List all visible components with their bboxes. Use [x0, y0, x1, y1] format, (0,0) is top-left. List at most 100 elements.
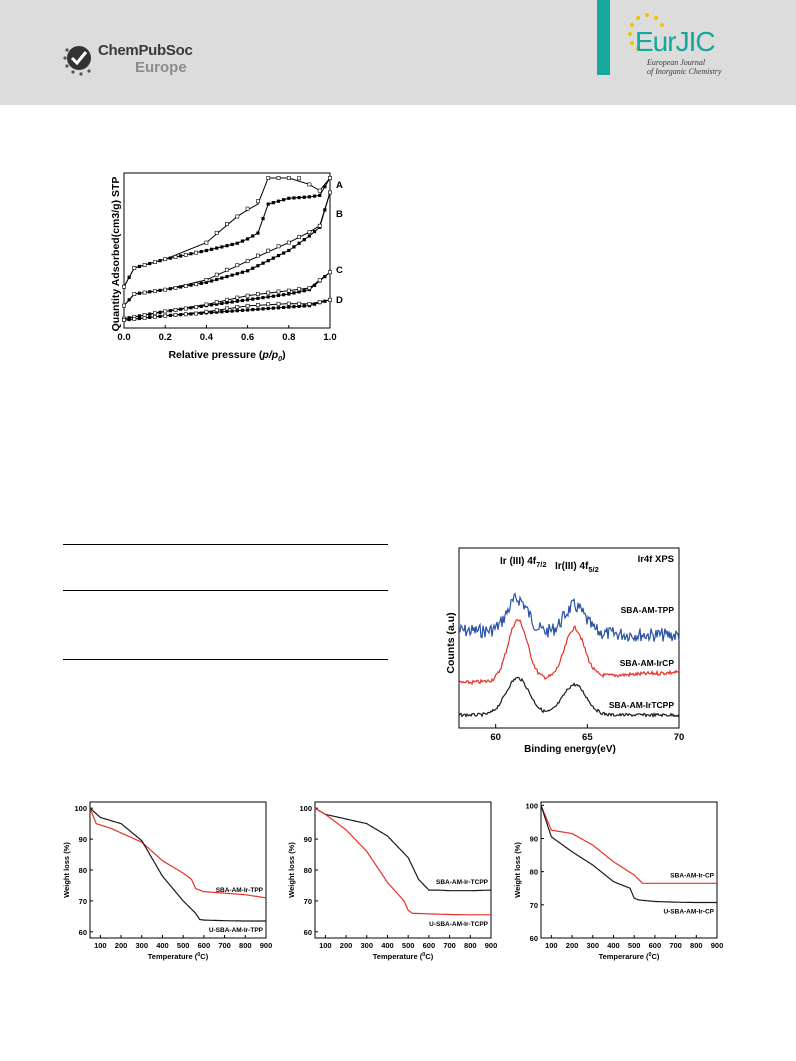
isotherm-adsorption-point	[148, 290, 152, 294]
isotherm-xtick-label: 0.4	[200, 332, 214, 343]
xps-xtick-labels: 60 65 70	[490, 724, 684, 743]
isotherm-adsorption-point	[127, 316, 131, 320]
isotherm-adsorption-point	[168, 256, 172, 260]
isotherm-adsorption-point	[199, 304, 203, 308]
tga-ytick-label: 100	[74, 804, 87, 813]
xps-series-line	[458, 676, 680, 719]
isotherm-adsorption-point	[297, 241, 301, 245]
eu-stars-icon	[628, 13, 664, 51]
table-bottom-rule	[63, 659, 388, 660]
isotherm-desorption-point	[194, 282, 199, 287]
tga-series-line	[314, 807, 491, 892]
isotherm-adsorption-point	[271, 294, 275, 298]
isotherm-adsorption-point	[189, 306, 193, 310]
isotherm-adsorption-point	[215, 302, 219, 306]
isotherm-desorption-point	[225, 297, 229, 302]
tga-xtick-label: 200	[340, 941, 353, 950]
isotherm-desorption-point	[266, 248, 271, 253]
tga-ytick-label: 60	[304, 928, 312, 937]
isotherm-desorption-point	[286, 176, 291, 180]
isotherm-adsorption-point	[256, 231, 260, 235]
publisher-region: Europe	[135, 59, 187, 76]
tga-xtick-label: 500	[402, 941, 415, 950]
tga-ytick-label: 90	[530, 834, 538, 843]
isotherm-adsorption-point	[292, 245, 296, 249]
tga-xlabel: Temperature (0C)	[373, 952, 434, 961]
isotherm-adsorption-point	[276, 293, 281, 298]
isotherm-adsorption-point	[230, 309, 234, 313]
isotherm-adsorption-point	[137, 264, 142, 269]
isotherm-adsorption-point	[189, 312, 193, 316]
tga-xtick-label: 600	[649, 941, 662, 950]
table-top-rule	[63, 544, 388, 545]
tga-series-line	[89, 807, 267, 899]
xps-ylabel: Counts (a.u)	[445, 612, 457, 673]
xps-curves	[458, 592, 680, 719]
isotherm-desorption-point	[163, 257, 168, 262]
tga-ytick-label: 90	[79, 835, 87, 844]
isotherm-adsorption-point	[246, 308, 250, 312]
isotherm-desorption-point	[214, 230, 219, 235]
isotherm-adsorption-point	[276, 306, 281, 310]
isotherm-adsorption-point	[302, 304, 306, 308]
isotherm-desorption-point	[276, 176, 281, 180]
isotherm-adsorption-point	[220, 301, 224, 306]
isotherm-adsorption-point	[199, 249, 203, 254]
isotherm-adsorption-point	[312, 194, 317, 198]
isotherm-adsorption-point	[179, 307, 183, 311]
isotherm-desorption-point	[307, 182, 312, 187]
isotherm-desorption-point	[297, 176, 302, 181]
tga-xtick-label: 400	[156, 941, 169, 950]
isotherm-series-label: D	[336, 295, 343, 306]
isotherm-desorption-point	[194, 311, 199, 316]
isotherm-adsorption-point	[204, 248, 208, 253]
isotherm-desorption-point	[132, 266, 137, 270]
isotherm-curves	[122, 176, 332, 323]
isotherm-desorption-point	[122, 303, 126, 308]
isotherm-desorption-point	[122, 318, 126, 323]
tga-series-label: U-SBA-AM-Ir-TPP	[209, 927, 264, 934]
isotherm-adsorption-point	[287, 305, 291, 309]
isotherm-adsorption-point	[189, 283, 193, 287]
isotherm-desorption-point	[235, 305, 240, 309]
tga-ytick-label: 80	[530, 868, 538, 877]
tga-series-line	[540, 805, 717, 904]
isotherm-adsorption-point	[302, 289, 306, 293]
isotherm-desorption-point	[286, 288, 291, 293]
isotherm-adsorption-point	[266, 259, 270, 263]
journal-subtitle-line2: of Inorganic Chemistry	[647, 67, 722, 76]
isotherm-adsorption-point	[127, 275, 131, 279]
isotherm-xtick-label: 1.0	[323, 332, 336, 343]
isotherm-desorption-point	[142, 290, 147, 295]
isotherm-desorption-point	[266, 290, 271, 295]
xps-xlabel: Binding energy(eV)	[524, 744, 616, 755]
tga-ytick-label: 80	[79, 866, 87, 875]
tga-ytick-label: 90	[304, 835, 312, 844]
isotherm-desorption-point	[276, 301, 281, 306]
tga-xtick-label: 100	[94, 941, 107, 950]
isotherm-adsorption-point	[209, 310, 214, 315]
isotherm-adsorption-point	[240, 270, 245, 274]
isotherm-adsorption-point	[179, 285, 183, 289]
isotherm-desorption-point	[276, 244, 281, 249]
xps-title: Ir4f XPS	[638, 554, 674, 565]
isotherm-desorption-point	[256, 292, 260, 296]
tga-xtick-label: 900	[711, 941, 724, 950]
isotherm-series-label: B	[336, 209, 343, 220]
isotherm-desorption-point	[235, 295, 240, 300]
isotherm-adsorption-point	[312, 283, 317, 287]
isotherm-desorption-point	[152, 289, 157, 294]
tga-xlabel: Temperarure (0C)	[599, 952, 660, 961]
isotherm-adsorption-point	[240, 239, 245, 243]
tga-xtick-label: 300	[587, 941, 600, 950]
isotherm-adsorption-point	[276, 199, 281, 203]
xps-series-line	[458, 592, 680, 643]
isotherm-desorption-point	[152, 311, 157, 316]
tga-ytick-label: 100	[525, 801, 538, 810]
isotherm-desorption-point	[163, 309, 168, 314]
isotherm-adsorption-point	[225, 301, 229, 305]
isotherm-adsorption-point	[271, 256, 275, 260]
tga-xtick-label: 100	[545, 941, 558, 950]
isotherm-desorption-point	[256, 253, 260, 258]
tga-xtick-label: 100	[319, 941, 332, 950]
